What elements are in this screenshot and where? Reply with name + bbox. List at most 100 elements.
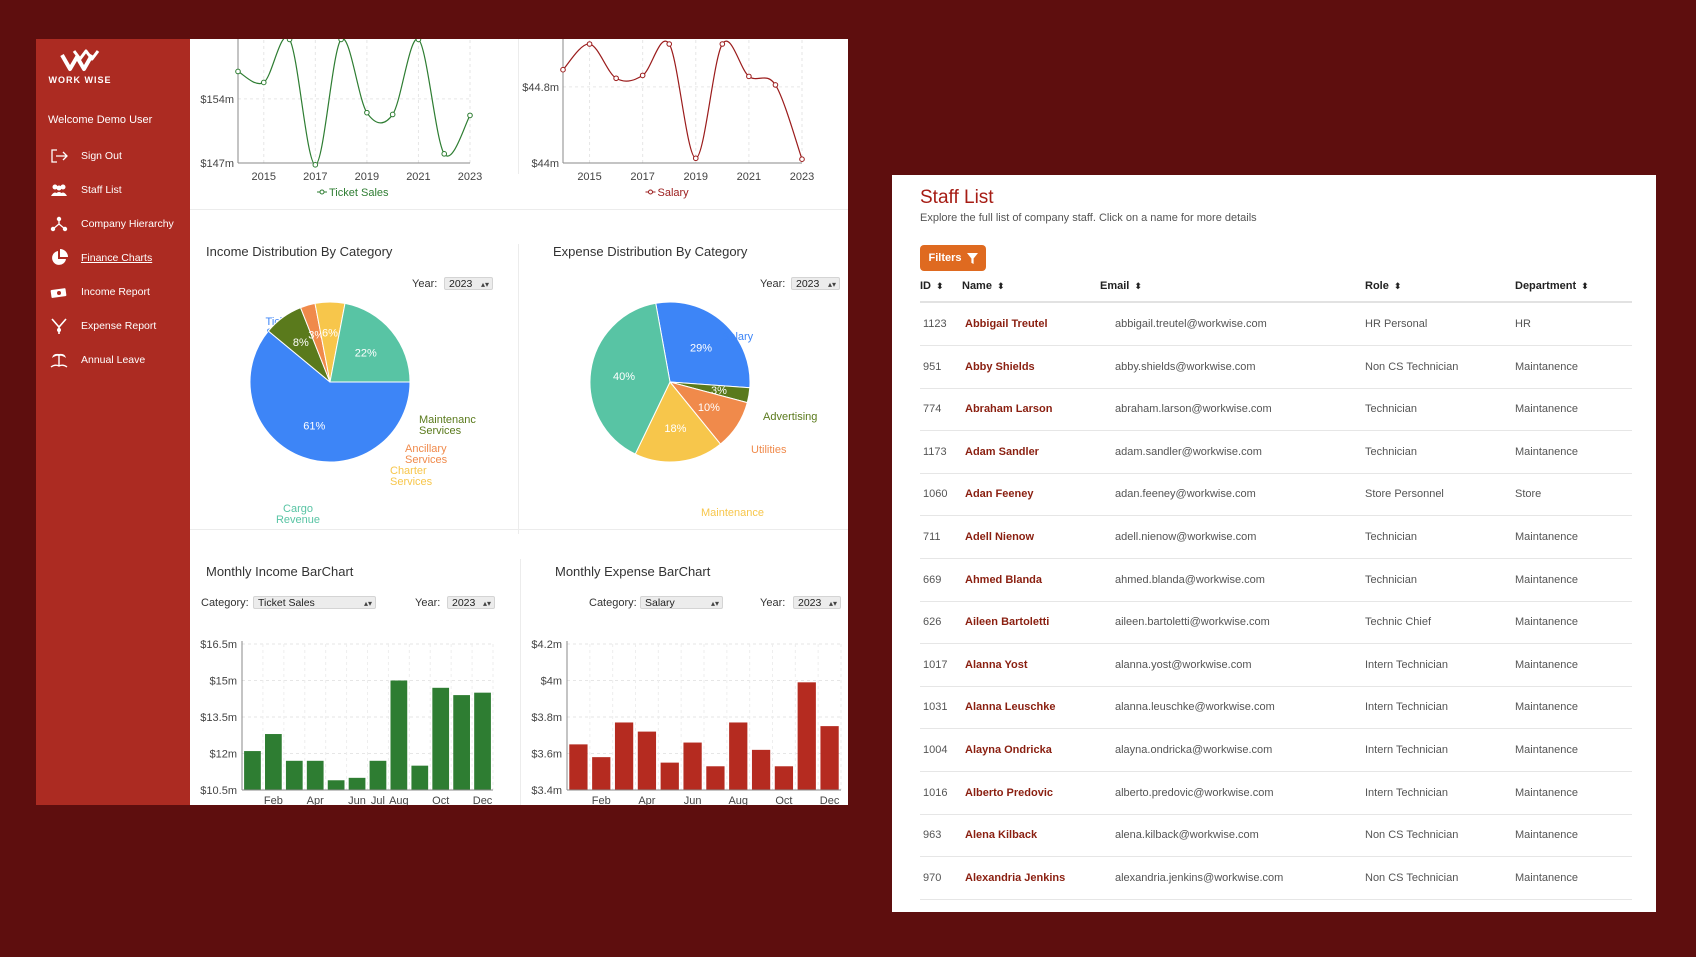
sidebar-item-staff-list[interactable]: Staff List	[48, 180, 188, 200]
income-category-select[interactable]: Ticket Sales ▴▾	[253, 596, 376, 609]
divider	[520, 559, 521, 805]
expense-pie-year-label: Year:	[760, 278, 786, 290]
cell-id: 626	[923, 616, 942, 629]
cell-email: alexandria.jenkins@workwise.com	[1115, 871, 1284, 884]
legend-label: Salary	[658, 187, 690, 199]
cell-email: alanna.leuschke@workwise.com	[1115, 701, 1275, 714]
cell-role: Intern Technician	[1365, 658, 1448, 671]
staff-name-link[interactable]: Abby Shields	[965, 360, 1035, 373]
beach-icon	[48, 351, 70, 369]
table-row: 951 Abby Shields abby.shields@workwise.com…	[920, 346, 1632, 389]
y-tick-label: $147m	[200, 158, 234, 170]
sidebar-item-finance-charts[interactable]: Finance Charts	[48, 248, 188, 268]
sidebar-item-annual-leave[interactable]: Annual Leave	[48, 350, 188, 370]
staff-name-link[interactable]: Abbigail Treutel	[965, 318, 1048, 330]
income-pie-year-label: Year:	[412, 278, 438, 290]
income-pie-year-select[interactable]: 2023 ▴▾	[444, 277, 493, 290]
data-point	[286, 39, 293, 43]
bar	[348, 777, 366, 790]
staff-name-link[interactable]: Alena Kilback	[965, 829, 1038, 842]
expense-bar-year-select[interactable]: 2023 ▴▾	[793, 596, 841, 609]
y-tick-label: $10.5m	[200, 785, 237, 797]
sidebar-item-sign-out[interactable]: Sign Out	[48, 146, 188, 166]
column-label: Role	[1365, 280, 1389, 292]
cell-email: adan.feeney@workwise.com	[1115, 488, 1256, 501]
cell-role: Non CS Technician	[1365, 829, 1459, 842]
table-row: 1016 Alberto Predovic alberto.predovic@wor…	[920, 772, 1632, 815]
sidebar-item-income-report[interactable]: Income Report	[48, 282, 188, 302]
sort-icon: ⬍	[1134, 281, 1142, 291]
cell-department: Maintanence	[1515, 871, 1578, 884]
staff-name-link[interactable]: Adam Sandler	[965, 445, 1039, 458]
income-pie-chart: 61%TicketSales8%MaintenancServices3%Anci…	[250, 301, 476, 526]
bar	[614, 722, 634, 790]
expense-pie-chart: 29%Salary3%Advertising10%Utilities18%Mai…	[590, 301, 817, 519]
column-header-role[interactable]: Role ⬍	[1365, 280, 1401, 292]
charts-area: 2015 2017 2019 2021 2023 $154m $147m Ticket Sal…	[190, 39, 848, 805]
slice-category-label: Utilities	[751, 444, 787, 456]
series-line	[562, 40, 803, 160]
x-tick-label: Jun	[348, 795, 366, 805]
cell-role: Non CS Technician	[1365, 871, 1459, 884]
data-point	[560, 66, 566, 73]
y-tick-label: $3.8m	[531, 712, 562, 724]
staff-name-link[interactable]: Alberto Predovic	[965, 786, 1054, 799]
x-tick-label: Oct	[775, 795, 792, 805]
cell-email: ahmed.blanda@workwise.com	[1115, 573, 1265, 586]
column-label: ID	[920, 280, 931, 292]
column-header-id[interactable]: ID ⬍	[920, 280, 944, 292]
staff-name-link[interactable]: Alanna Yost	[965, 658, 1028, 671]
logo[interactable]: WORK WISE	[48, 47, 112, 85]
data-point	[692, 155, 699, 162]
x-tick-label: Aug	[389, 795, 409, 805]
expense-category-select[interactable]: Salary ▴▾	[640, 596, 723, 609]
select-value: 2023	[449, 278, 473, 290]
bar	[369, 760, 387, 790]
cell-role: Intern Technician	[1365, 701, 1448, 714]
cell-email: adam.sandler@workwise.com	[1115, 445, 1262, 458]
data-point	[467, 112, 473, 119]
cell-email: alberto.predovic@workwise.com	[1115, 786, 1274, 799]
bar	[265, 734, 282, 790]
cell-role: Non CS Technician	[1365, 360, 1459, 373]
cell-email: aileen.bartoletti@workwise.com	[1115, 616, 1270, 629]
staff-name-link[interactable]: Ahmed Blanda	[965, 573, 1043, 586]
x-tick-label: Apr	[638, 795, 655, 805]
staff-name-link[interactable]: Aileen Bartoletti	[965, 616, 1050, 629]
sidebar-item-label: Company Hierarchy	[81, 218, 174, 230]
slice-value-label: 8%	[293, 337, 309, 349]
filters-button[interactable]: Filters	[920, 245, 986, 271]
column-header-department[interactable]: Department ⬍	[1515, 280, 1589, 292]
income-bar-year-select[interactable]: 2023 ▴▾	[447, 596, 495, 609]
page-subtitle: Explore the full list of company staff. …	[920, 212, 1257, 224]
expense-pie-year-select[interactable]: 2023 ▴▾	[791, 277, 840, 290]
x-tick-label: 2019	[355, 171, 379, 183]
column-header-email[interactable]: Email ⬍	[1100, 280, 1142, 292]
select-arrows-icon: ▴▾	[480, 280, 489, 289]
staff-name-link[interactable]: Alexandria Jenkins	[965, 871, 1066, 884]
sidebar-item-expense-report[interactable]: Expense Report	[48, 316, 188, 336]
divider	[518, 244, 519, 534]
filters-label: Filters	[928, 252, 962, 264]
table-row: 626 Aileen Bartoletti aileen.bartoletti@wo…	[920, 601, 1632, 645]
cell-department: Maintanence	[1515, 829, 1578, 842]
table-row: 1173 Adam Sandler adam.sandler@workwise.co…	[920, 431, 1632, 474]
staff-name-link[interactable]: Alayna Ondricka	[965, 744, 1052, 756]
expense-bar-chart: $3.4m $3.6m $3.8m $4m $4.2m Feb Apr Jun Aug Oct De…	[531, 639, 842, 805]
staff-name-link[interactable]: Alanna Leuschke	[965, 701, 1056, 714]
bar	[569, 744, 588, 790]
welcome-message: Welcome Demo User	[48, 114, 153, 126]
staff-name-link[interactable]: Abraham Larson	[965, 403, 1053, 416]
staff-name-link[interactable]: Adan Feeney	[965, 488, 1034, 501]
cell-email: alanna.yost@workwise.com	[1115, 658, 1252, 671]
column-header-name[interactable]: Name ⬍	[962, 280, 1005, 292]
table-row: 963 Alena Kilback alena.kilback@workwise.c…	[920, 814, 1632, 858]
staff-name-link[interactable]: Adell Nienow	[965, 531, 1035, 543]
expense-category-label: Category:	[589, 597, 637, 609]
pie-slice	[590, 302, 671, 455]
sidebar-item-company-hierarchy[interactable]: Company Hierarchy	[48, 214, 188, 234]
data-point	[338, 39, 344, 43]
bar	[244, 751, 261, 790]
cell-id: 1173	[923, 445, 947, 458]
slice-value-label: 6%	[322, 327, 338, 339]
